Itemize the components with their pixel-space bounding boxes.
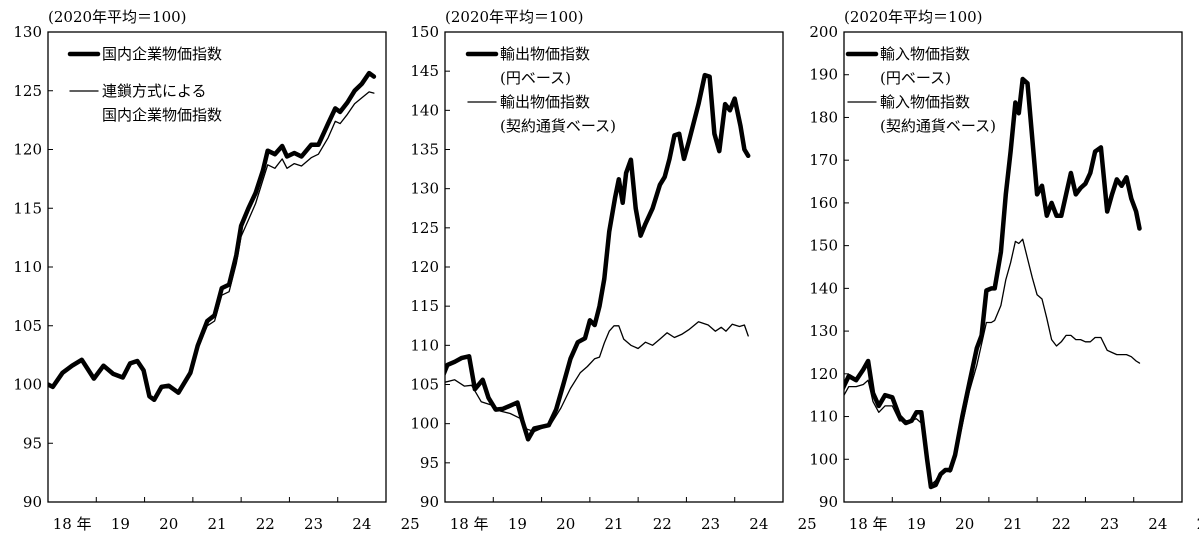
legend-label: 輸出物価指数 bbox=[500, 93, 590, 111]
x-tick-label: 21 bbox=[207, 515, 226, 533]
x-tick-label: 21 bbox=[1003, 515, 1022, 533]
chart-panel-domestic: (2020年平均＝100) 90 95 100 105 110 115 120 125 130 1… bbox=[0, 0, 419, 553]
y-tick-label: 100 bbox=[809, 450, 838, 468]
x-tick-label: 22 bbox=[653, 515, 672, 533]
series-line-thick bbox=[844, 76, 1142, 490]
y-tick-label: 140 bbox=[809, 279, 838, 297]
legend-label: 国内企業物価指数 bbox=[102, 45, 222, 63]
legend-label: 輸入物価指数 bbox=[880, 93, 970, 111]
x-tick-label: 18 年 bbox=[849, 515, 888, 533]
chart-export-price: 90 95 100 105 110 115 120 125 130 135 140 145 150 18 … bbox=[410, 23, 816, 533]
y-tick-label: 95 bbox=[420, 454, 439, 472]
x-tick-label: 23 bbox=[1100, 515, 1119, 533]
x-tick-label: 19 bbox=[111, 515, 130, 533]
y-tick-label: 130 bbox=[13, 23, 42, 41]
series-group bbox=[48, 70, 377, 403]
legend-label: 輸出物価指数 bbox=[500, 45, 590, 63]
legend-label: (円ベース) bbox=[500, 69, 571, 87]
x-tick-label: 24 bbox=[1148, 515, 1167, 533]
y-tick-label: 125 bbox=[13, 82, 42, 100]
y-tick-label: 130 bbox=[410, 180, 439, 198]
legend-label: (円ベース) bbox=[880, 69, 951, 87]
unit-label: (2020年平均＝100) bbox=[445, 8, 584, 26]
y-tick-label: 160 bbox=[809, 194, 838, 212]
chart-panel-export: (2020年平均＝100) 90 95 100 105 110 115 120 125 130 1… bbox=[400, 0, 816, 553]
y-tick-label: 115 bbox=[13, 199, 42, 217]
x-tick-label: 22 bbox=[256, 515, 275, 533]
y-tick-label: 140 bbox=[410, 101, 439, 119]
legend-label: (契約通貨ベース) bbox=[880, 117, 996, 135]
y-tick-label: 145 bbox=[410, 62, 439, 80]
x-tick-label: 20 bbox=[955, 515, 974, 533]
series-line-thick bbox=[445, 72, 751, 442]
x-tick-label: 20 bbox=[159, 515, 178, 533]
y-tick-label: 110 bbox=[809, 408, 838, 426]
x-tick-label: 21 bbox=[604, 515, 623, 533]
y-tick-label: 170 bbox=[809, 151, 838, 169]
x-tick-label: 20 bbox=[556, 515, 575, 533]
x-tick-label: 23 bbox=[701, 515, 720, 533]
y-tick-label: 150 bbox=[809, 237, 838, 255]
legend-label: 国内企業物価指数 bbox=[102, 106, 222, 124]
y-tick-label: 120 bbox=[410, 258, 439, 276]
y-tick-label: 190 bbox=[809, 66, 838, 84]
y-tick-label: 110 bbox=[410, 336, 439, 354]
y-tick-label: 180 bbox=[809, 108, 838, 126]
y-tick-label: 130 bbox=[809, 322, 838, 340]
x-tick-label: 25 bbox=[401, 515, 420, 533]
x-tick-label: 22 bbox=[1052, 515, 1071, 533]
unit-label: (2020年平均＝100) bbox=[48, 8, 187, 26]
y-tick-label: 125 bbox=[410, 219, 439, 237]
y-tick-label: 120 bbox=[13, 141, 42, 159]
y-tick-label: 115 bbox=[410, 297, 439, 315]
y-tick-label: 110 bbox=[13, 258, 42, 276]
series-line-thin bbox=[445, 321, 749, 433]
x-tick-label: 18 年 bbox=[450, 515, 489, 533]
y-tick-label: 150 bbox=[410, 23, 439, 41]
y-tick-label: 90 bbox=[420, 493, 439, 511]
legend-label: 輸入物価指数 bbox=[880, 45, 970, 63]
y-tick-label: 100 bbox=[13, 376, 42, 394]
plot-frame bbox=[843, 31, 1183, 503]
x-tick-label: 24 bbox=[352, 515, 371, 533]
y-tick-label: 105 bbox=[410, 376, 439, 394]
y-tick-label: 90 bbox=[23, 493, 42, 511]
x-tick-label: 19 bbox=[508, 515, 527, 533]
chart-domestic-cgpi: 90 95 100 105 110 115 120 125 130 18 年 19 20 21 22 23 2… bbox=[13, 23, 419, 533]
y-tick-label: 100 bbox=[410, 415, 439, 433]
y-tick-label: 120 bbox=[809, 365, 838, 383]
series-line-thick bbox=[48, 70, 377, 403]
plot-frame bbox=[47, 31, 387, 503]
unit-label: (2020年平均＝100) bbox=[844, 8, 983, 26]
chart-panel-import: (2020年平均＝100) 90 100 110 120 130 140 150 160 170… bbox=[800, 0, 1199, 553]
x-tick-label: 19 bbox=[907, 515, 926, 533]
x-tick-label: 18 年 bbox=[53, 515, 92, 533]
y-tick-label: 105 bbox=[13, 317, 42, 335]
legend-label: (契約通貨ベース) bbox=[500, 117, 616, 135]
chart-import-price: 90 100 110 120 130 140 150 160 170 180 190 200 18 年 1… bbox=[809, 23, 1199, 533]
y-tick-label: 90 bbox=[819, 493, 838, 511]
series-line-thin bbox=[844, 238, 1141, 486]
legend-label: 連鎖方式による bbox=[102, 82, 207, 100]
y-tick-label: 135 bbox=[410, 141, 439, 159]
x-tick-label: 25 bbox=[1197, 515, 1199, 533]
x-tick-label: 25 bbox=[798, 515, 817, 533]
y-tick-label: 200 bbox=[809, 23, 838, 41]
series-group bbox=[445, 72, 751, 442]
x-tick-label: 23 bbox=[304, 515, 323, 533]
x-tick-label: 24 bbox=[749, 515, 768, 533]
series-group bbox=[844, 76, 1142, 490]
series-line-thin bbox=[48, 91, 375, 401]
y-tick-label: 95 bbox=[23, 434, 42, 452]
